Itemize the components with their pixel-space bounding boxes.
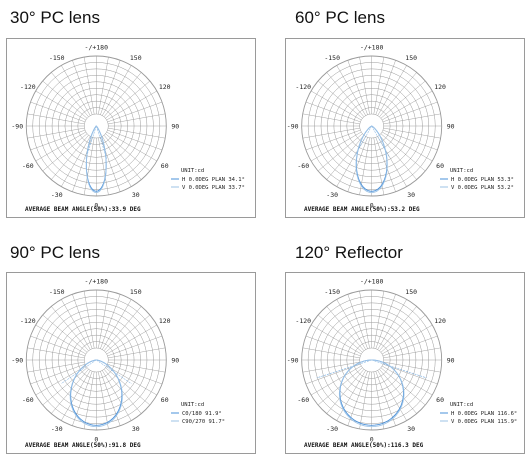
angle-label: 0: [94, 202, 98, 210]
angle-label: -90: [11, 357, 23, 365]
legend-entry: H 0.0DEG PLAN 53.3°: [451, 177, 514, 183]
polar-grid: [301, 289, 443, 431]
angle-label: 0: [94, 436, 98, 444]
angle-label: 0: [370, 202, 374, 210]
polar-grid: [25, 55, 167, 197]
angle-label: -30: [51, 425, 63, 433]
angle-label: -90: [287, 123, 299, 131]
beam-curve-v: [69, 359, 123, 428]
angle-label: -30: [326, 425, 338, 433]
angle-label: -60: [297, 162, 309, 170]
average-beam-angle: AVERAGE BEAM ANGLE(50%):33.9 DEG: [25, 206, 141, 213]
angle-label: 150: [130, 288, 142, 296]
angle-label: 150: [405, 54, 417, 62]
angle-label: -60: [22, 396, 34, 404]
angle-label: -90: [287, 357, 299, 365]
beam-curve-v: [355, 125, 388, 194]
legend-entry: V 0.0DEG PLAN 33.7°: [182, 185, 245, 191]
angle-label: 60: [161, 162, 169, 170]
angle-label: 30: [407, 191, 415, 199]
legend-entry: V 0.0DEG PLAN 115.9°: [451, 419, 517, 425]
angle-label: -/+180: [85, 278, 109, 286]
beam-curve-v: [338, 359, 405, 428]
angle-label: -60: [22, 162, 34, 170]
angle-label: 90: [447, 123, 455, 131]
angle-label: 30: [132, 191, 140, 199]
panel-title-30-pc-lens: 30° PC lens: [10, 8, 100, 27]
angle-label: 150: [405, 288, 417, 296]
legend-entry: C90/270 91.7°: [182, 419, 225, 425]
panel-title-90-pc-lens: 90° PC lens: [10, 243, 100, 262]
unit-label: UNIT:cd: [450, 168, 473, 174]
angle-label: 90: [171, 357, 179, 365]
angle-label: 120: [159, 83, 171, 91]
beam-angle-line: [317, 359, 372, 379]
polar-chart-60-pc-lens: -/+180 -150 150 -120 120 -90 90 -60 60 -30 30 0 UNIT…: [285, 38, 525, 218]
angle-label: -150: [49, 288, 65, 296]
average-beam-angle: AVERAGE BEAM ANGLE(50%):91.8 DEG: [25, 442, 141, 449]
angle-label: 120: [434, 83, 446, 91]
angle-label: -150: [49, 54, 65, 62]
angle-label: -30: [51, 191, 63, 199]
beam-angle-line: [61, 359, 97, 384]
beam-angle-line: [96, 125, 107, 159]
angle-label: 60: [161, 396, 169, 404]
unit-label: UNIT:cd: [181, 168, 204, 174]
angle-label: 30: [132, 425, 140, 433]
polar-plot: -/+180 -150 150 -120 120 -90 90 -60 60 -30 30 0 UNIT…: [11, 44, 245, 214]
angle-label: -120: [20, 83, 36, 91]
angle-label: -/+180: [85, 44, 109, 52]
beam-curve-v: [85, 125, 107, 194]
angle-label: 90: [447, 357, 455, 365]
angle-label: 120: [434, 317, 446, 325]
polar-grid: [25, 289, 167, 431]
unit-label: UNIT:cd: [181, 402, 204, 408]
unit-label: UNIT:cd: [450, 402, 473, 408]
angle-label: 30: [407, 425, 415, 433]
beam-angle-line: [85, 125, 97, 159]
average-beam-angle: AVERAGE BEAM ANGLE(50%):53.2 DEG: [304, 206, 420, 213]
beam-angle-line: [371, 359, 427, 379]
angle-label: -120: [295, 83, 311, 91]
angle-label: 60: [436, 162, 444, 170]
angle-label: -150: [324, 54, 340, 62]
angle-label: -120: [295, 317, 311, 325]
polar-plot: -/+180 -150 150 -120 120 -90 90 -60 60 -30 30 0 UNIT…: [287, 278, 517, 450]
legend-entry: V 0.0DEG PLAN 53.2°: [451, 185, 514, 191]
legend-entry: H 0.0DEG PLAN 34.1°: [182, 177, 245, 183]
angle-label: -30: [326, 191, 338, 199]
beam-angle-line: [96, 359, 132, 384]
average-beam-angle: AVERAGE BEAM ANGLE(50%):116.3 DEG: [304, 442, 424, 449]
polar-chart-90-pc-lens: -/+180 -150 150 -120 120 -90 90 -60 60 -30 30 0 UNIT…: [6, 272, 256, 454]
legend-entry: H 0.0DEG PLAN 116.6°: [451, 411, 517, 417]
panel-title-120-reflector: 120° Reflector: [295, 243, 403, 262]
polar-plot: -/+180 -150 150 -120 120 -90 90 -60 60 -30 30 0 UNIT…: [11, 278, 225, 450]
polar-plot: -/+180 -150 150 -120 120 -90 90 -60 60 -30 30 0 UNIT…: [287, 44, 514, 214]
angle-label: 150: [130, 54, 142, 62]
panel-title-60-pc-lens: 60° PC lens: [295, 8, 385, 27]
angle-label: 60: [436, 396, 444, 404]
angle-label: 90: [171, 123, 179, 131]
polar-chart-120-reflector: -/+180 -150 150 -120 120 -90 90 -60 60 -30 30 0 UNIT…: [285, 272, 525, 454]
angle-label: -150: [324, 288, 340, 296]
angle-label: -90: [11, 123, 23, 131]
angle-label: -/+180: [360, 44, 384, 52]
angle-label: -/+180: [360, 278, 384, 286]
angle-label: -60: [297, 396, 309, 404]
angle-label: -120: [20, 317, 36, 325]
angle-label: 0: [370, 436, 374, 444]
polar-chart-30-pc-lens: -/+180 -150 150 -120 120 -90 90 -60 60 -30 30 0 UNIT…: [6, 38, 256, 218]
legend-entry: C0/180 91.9°: [182, 411, 222, 417]
angle-label: 120: [159, 317, 171, 325]
